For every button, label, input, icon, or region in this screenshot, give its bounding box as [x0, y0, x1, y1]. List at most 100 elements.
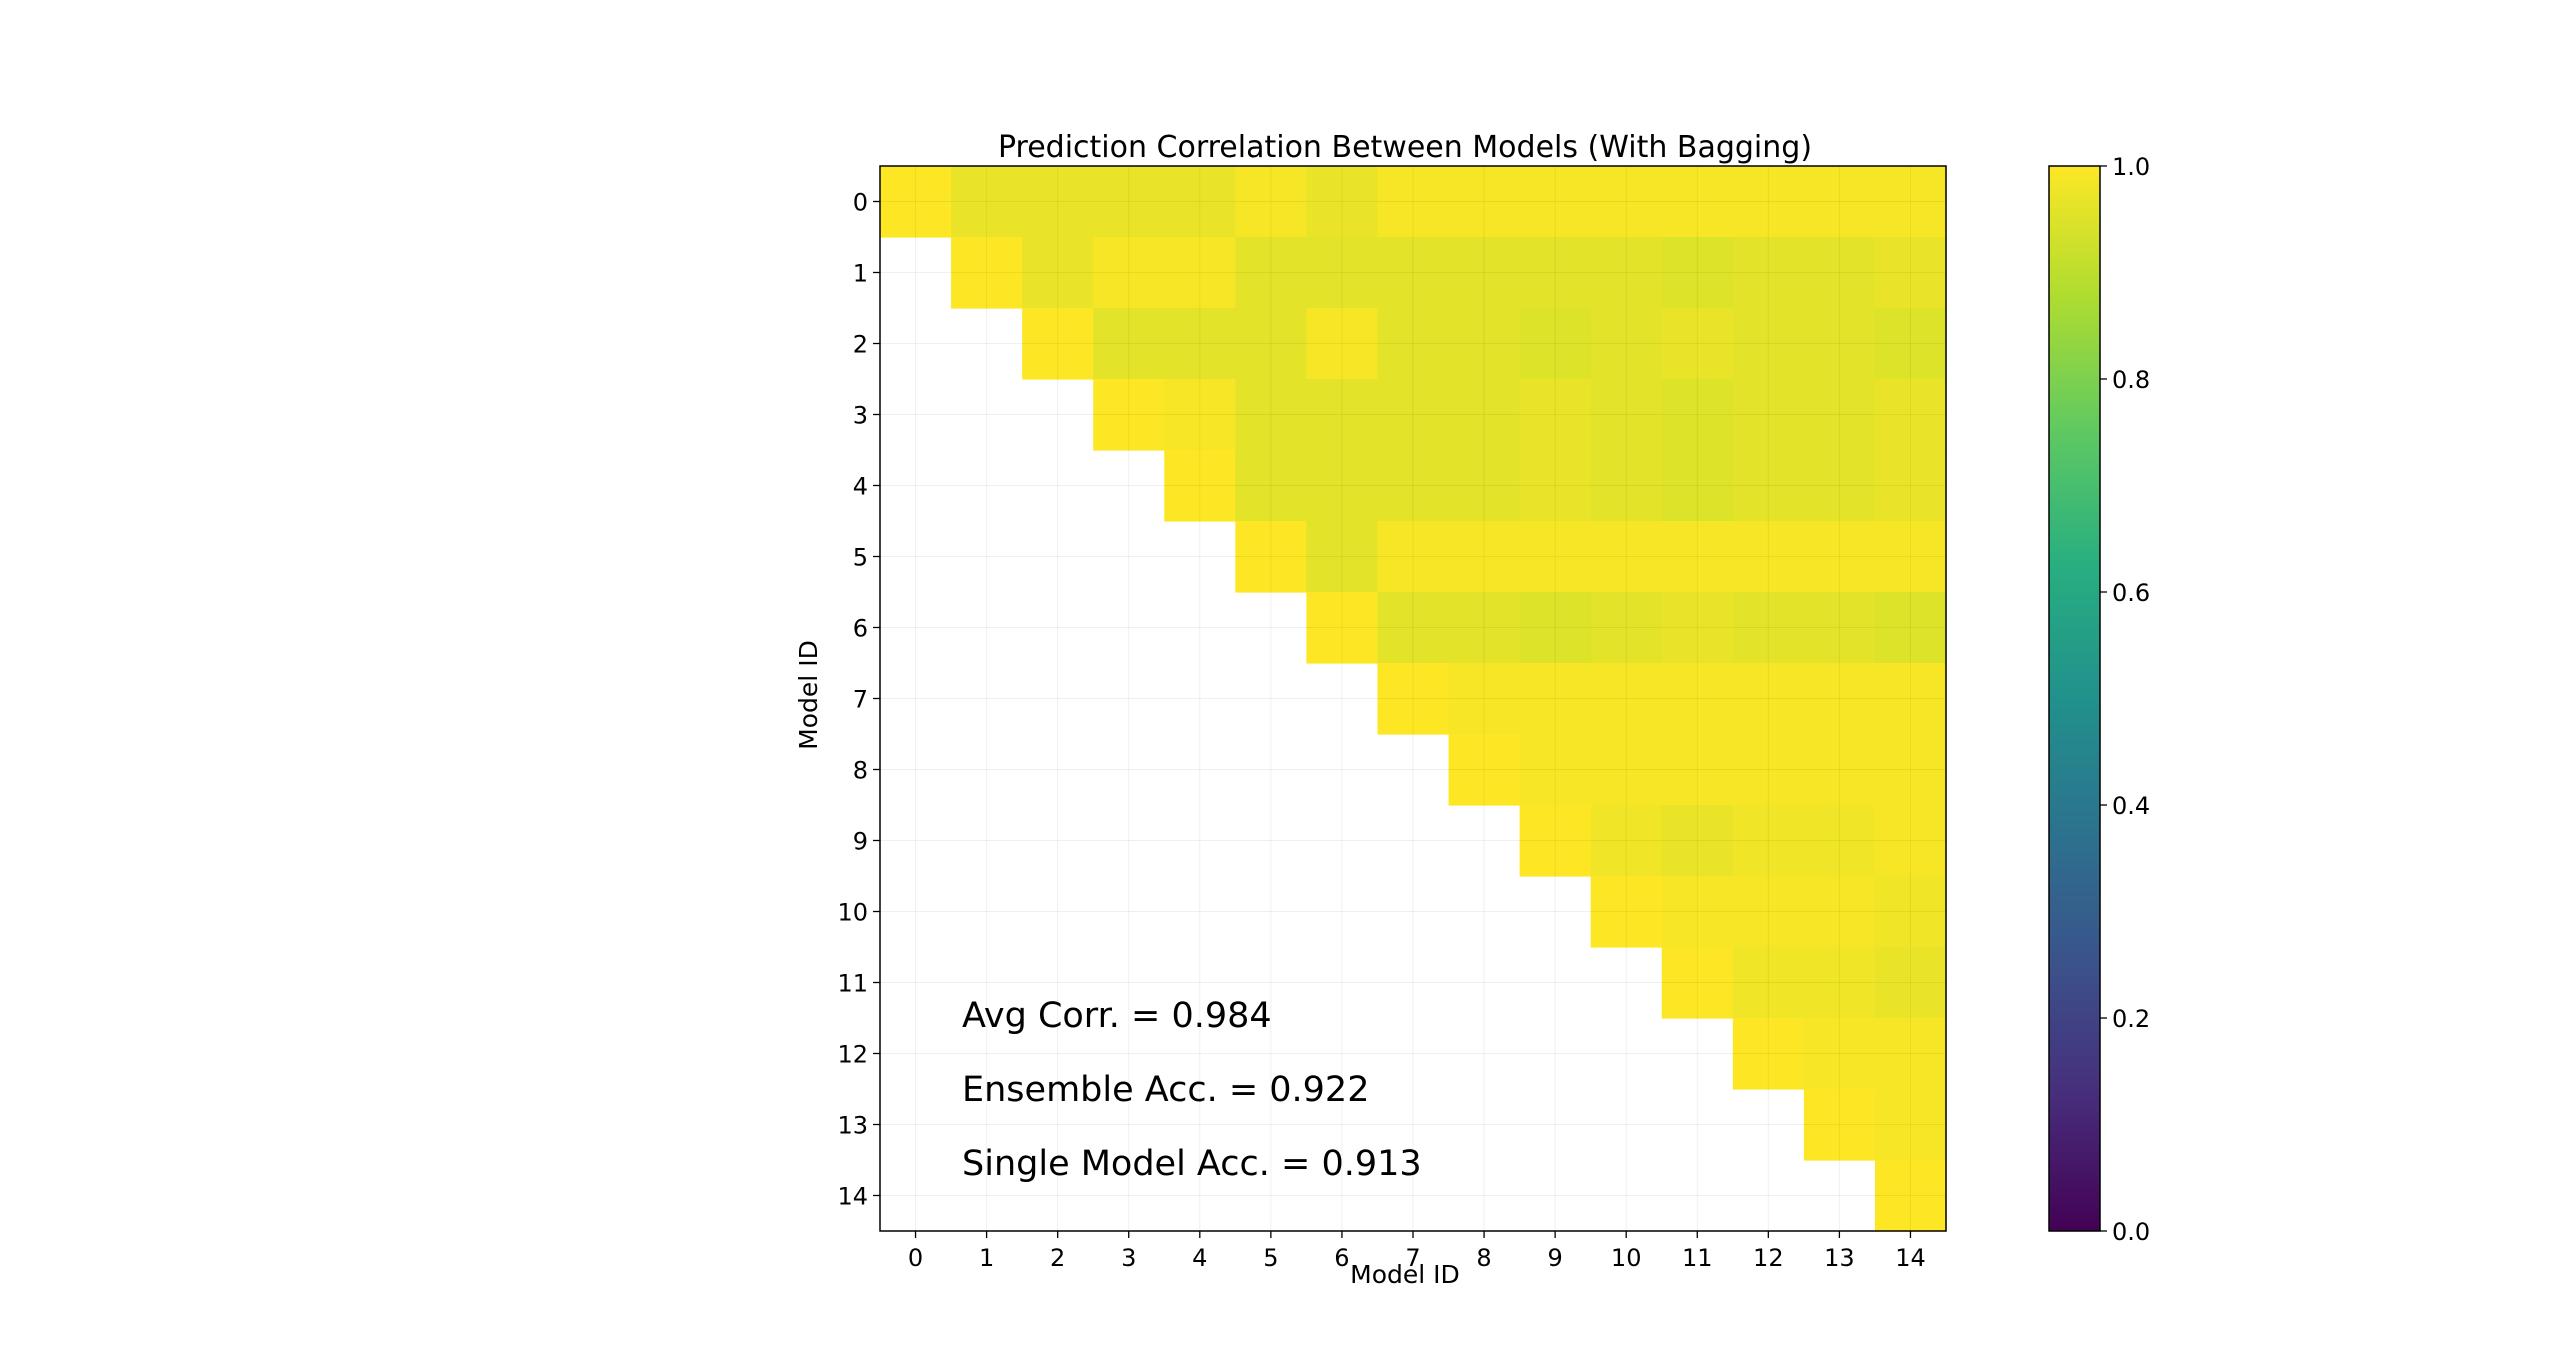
heatmap-cell-11-13: [1803, 947, 1876, 1019]
heatmap-cell-11-14: [1874, 947, 1947, 1019]
y-tick-label-2: 2: [853, 331, 868, 359]
heatmap-cell-6-8: [1448, 592, 1521, 664]
heatmap-cell-0-10: [1590, 166, 1663, 238]
heatmap-cell-14-14: [1874, 1160, 1947, 1232]
colorbar-tick-label-0.4: 0.4: [2112, 792, 2150, 820]
heatmap-cell-12-13: [1803, 1018, 1876, 1090]
heatmap-cell-8-8: [1448, 734, 1521, 806]
heatmap-cell-3-11: [1661, 379, 1734, 451]
heatmap-cell-5-8: [1448, 521, 1521, 593]
heatmap-cell-3-8: [1448, 379, 1521, 451]
heatmap-cell-4-4: [1164, 450, 1236, 522]
heatmap-cell-4-12: [1732, 450, 1805, 522]
heatmap-cell-1-2: [1022, 237, 1094, 309]
heatmap-cell-0-1: [951, 166, 1023, 238]
heatmap-cell-5-11: [1661, 521, 1734, 593]
heatmap-cell-4-5: [1235, 450, 1307, 522]
heatmap-cell-4-11: [1661, 450, 1734, 522]
heatmap-cell-1-14: [1874, 237, 1947, 309]
heatmap-cell-6-12: [1732, 592, 1805, 664]
heatmap-cell-2-8: [1448, 308, 1521, 380]
heatmap-cell-13-13: [1803, 1089, 1876, 1161]
y-tick-label-13: 13: [837, 1112, 868, 1140]
x-tick-label-5: 5: [1263, 1244, 1278, 1272]
heatmap-cell-4-7: [1377, 450, 1450, 522]
x-tick-label-10: 10: [1611, 1244, 1642, 1272]
chart-title: Prediction Correlation Between Models (W…: [998, 130, 1812, 165]
heatmap-cell-3-3: [1093, 379, 1165, 451]
heatmap-cell-3-12: [1732, 379, 1805, 451]
x-tick-label-3: 3: [1121, 1244, 1136, 1272]
heatmap-cell-0-4: [1164, 166, 1236, 238]
x-tick-label-2: 2: [1050, 1244, 1065, 1272]
heatmap-cell-7-11: [1661, 663, 1734, 735]
heatmap-cell-5-7: [1377, 521, 1450, 593]
x-axis-ticks: 0 1 2 3 4 5 6 7 8 9 10 11 12 13 14: [908, 1231, 1926, 1272]
heatmap-cell-6-6: [1306, 592, 1379, 664]
heatmap-cell-10-10: [1590, 876, 1663, 948]
single-model-acc-annotation: Single Model Acc. = 0.913: [962, 1144, 1422, 1184]
heatmap-cell-1-3: [1093, 237, 1165, 309]
y-tick-label-4: 4: [853, 473, 868, 501]
heatmap-cell-2-13: [1803, 308, 1876, 380]
x-tick-label-8: 8: [1476, 1244, 1491, 1272]
colorbar-ticks: 0.0 0.2 0.4 0.6 0.8 1.0: [2100, 153, 2150, 1246]
heatmap-cell-10-12: [1732, 876, 1805, 948]
heatmap-cell-1-11: [1661, 237, 1734, 309]
heatmap-cell-7-14: [1874, 663, 1947, 735]
heatmap-cell-0-6: [1306, 166, 1379, 238]
heatmap-cell-1-12: [1732, 237, 1805, 309]
x-tick-label-14: 14: [1895, 1244, 1926, 1272]
heatmap-cell-0-7: [1377, 166, 1450, 238]
heatmap-cell-10-11: [1661, 876, 1734, 948]
heatmap-cell-0-5: [1235, 166, 1307, 238]
heatmap-cell-4-9: [1519, 450, 1592, 522]
heatmap-cell-0-3: [1093, 166, 1165, 238]
y-tick-label-5: 5: [853, 544, 868, 572]
x-tick-label-6: 6: [1334, 1244, 1349, 1272]
heatmap-cell-1-10: [1590, 237, 1663, 309]
y-tick-label-7: 7: [853, 686, 868, 714]
heatmap-cell-0-12: [1732, 166, 1805, 238]
heatmap-cell-6-9: [1519, 592, 1592, 664]
heatmap-cell-9-10: [1590, 805, 1663, 877]
heatmap-cell-3-13: [1803, 379, 1876, 451]
heatmap-cell-5-6: [1306, 521, 1379, 593]
heatmap-cell-11-12: [1732, 947, 1805, 1019]
colorbar-tick-label-1.0: 1.0: [2112, 153, 2150, 181]
heatmap-cell-5-13: [1803, 521, 1876, 593]
heatmap-cell-0-8: [1448, 166, 1521, 238]
heatmap-cell-2-7: [1377, 308, 1450, 380]
heatmap-cell-8-11: [1661, 734, 1734, 806]
x-tick-label-9: 9: [1547, 1244, 1562, 1272]
x-tick-label-11: 11: [1682, 1244, 1713, 1272]
heatmap-cell-0-0: [880, 166, 952, 238]
y-tick-label-9: 9: [853, 828, 868, 856]
heatmap-cell-6-13: [1803, 592, 1876, 664]
heatmap-cell-0-2: [1022, 166, 1094, 238]
heatmap-cell-5-9: [1519, 521, 1592, 593]
y-axis-label: Model ID: [794, 640, 823, 750]
heatmap-cell-1-1: [951, 237, 1023, 309]
avg-corr-annotation: Avg Corr. = 0.984: [962, 996, 1272, 1036]
heatmap-cell-9-14: [1874, 805, 1947, 877]
heatmap-cell-9-12: [1732, 805, 1805, 877]
y-tick-label-12: 12: [837, 1041, 868, 1069]
heatmap-cell-9-13: [1803, 805, 1876, 877]
heatmap-cell-2-6: [1306, 308, 1379, 380]
heatmap-cell-6-7: [1377, 592, 1450, 664]
heatmap-cell-10-13: [1803, 876, 1876, 948]
heatmap-cell-12-12: [1732, 1018, 1805, 1090]
heatmap-cell-1-7: [1377, 237, 1450, 309]
colorbar-tick-label-0.0: 0.0: [2112, 1218, 2150, 1246]
heatmap-cell-2-12: [1732, 308, 1805, 380]
heatmap-cell-12-14: [1874, 1018, 1947, 1090]
heatmap-cell-7-13: [1803, 663, 1876, 735]
heatmap-cell-8-12: [1732, 734, 1805, 806]
colorbar-tick-label-0.2: 0.2: [2112, 1005, 2150, 1033]
y-tick-label-14: 14: [837, 1183, 868, 1211]
y-tick-label-6: 6: [853, 615, 868, 643]
heatmap-cells: [880, 166, 1947, 1232]
x-tick-label-7: 7: [1405, 1244, 1420, 1272]
